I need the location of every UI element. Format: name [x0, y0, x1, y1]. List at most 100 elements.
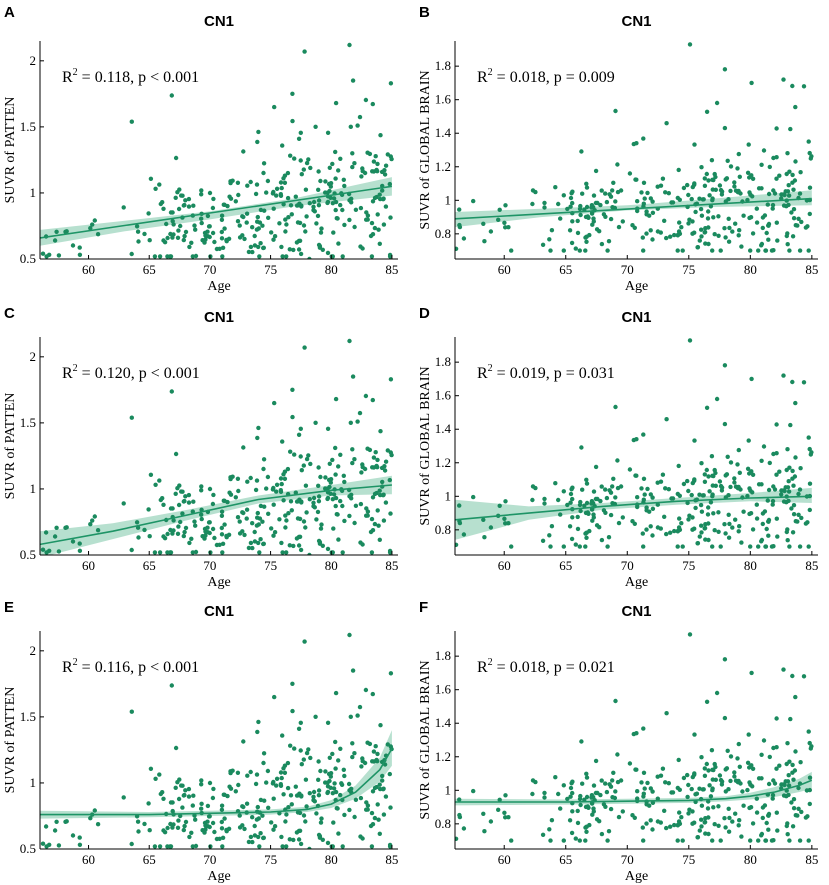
data-point: [301, 167, 306, 172]
data-point: [756, 838, 761, 843]
data-point: [548, 838, 553, 843]
data-point: [801, 84, 807, 89]
data-point: [316, 198, 322, 203]
data-point: [258, 537, 263, 542]
data-point: [250, 815, 255, 820]
y-tick-label: 1.8: [435, 354, 451, 369]
data-point: [142, 821, 147, 827]
data-point: [613, 404, 618, 410]
data-point: [199, 216, 204, 221]
data-point: [702, 525, 708, 531]
data-point: [199, 512, 204, 517]
data-point: [488, 229, 494, 234]
data-point: [791, 207, 797, 212]
data-point: [199, 806, 204, 811]
data-point: [565, 206, 570, 212]
panel-letter: C: [4, 305, 15, 322]
data-point: [481, 517, 486, 522]
data-point: [732, 770, 737, 775]
data-point: [182, 498, 187, 504]
data-point: [282, 180, 288, 185]
data-point: [347, 217, 352, 223]
data-point: [211, 492, 216, 498]
data-point: [256, 425, 261, 431]
data-point: [787, 544, 792, 549]
data-point: [556, 497, 561, 503]
data-point: [190, 254, 195, 259]
data-point: [786, 489, 792, 494]
data-point: [575, 230, 581, 236]
data-point: [289, 212, 294, 217]
data-point: [242, 236, 247, 242]
data-point: [279, 244, 284, 250]
data-point: [181, 827, 186, 833]
data-point: [573, 246, 578, 251]
data-point: [771, 544, 776, 549]
data-point: [235, 476, 241, 481]
data-point: [754, 516, 760, 521]
x-tick-label: 85: [385, 262, 398, 277]
x-tick-label: 80: [325, 852, 338, 867]
data-point: [306, 453, 311, 458]
data-point: [244, 516, 249, 521]
data-point: [350, 151, 355, 156]
data-point: [685, 478, 690, 484]
data-point: [547, 533, 552, 538]
data-point: [250, 225, 255, 230]
data-point: [781, 77, 786, 82]
data-point: [790, 762, 795, 768]
data-point: [765, 202, 770, 207]
y-tick-label: 1.5: [20, 415, 36, 430]
data-point: [749, 80, 754, 86]
data-point: [285, 466, 291, 472]
data-point: [311, 208, 316, 213]
data-point: [52, 534, 58, 539]
data-point: [745, 466, 751, 471]
data-point: [371, 455, 377, 460]
data-point: [299, 500, 304, 505]
data-point: [583, 838, 588, 843]
data-point: [658, 183, 664, 188]
y-axis-label: SUVR of GLOBAL BRAIN: [418, 660, 433, 819]
data-point: [381, 222, 387, 227]
data-point: [732, 476, 737, 481]
data-point: [722, 522, 727, 527]
data-point: [294, 499, 300, 504]
data-point: [509, 544, 514, 549]
data-point: [304, 456, 310, 462]
data-point: [298, 454, 303, 459]
data-point: [591, 515, 596, 520]
data-point: [663, 190, 668, 195]
data-point: [280, 844, 285, 849]
data-point: [706, 815, 711, 820]
x-tick-label: 65: [559, 262, 572, 277]
data-point: [766, 827, 771, 832]
data-point: [287, 837, 292, 842]
data-point: [647, 509, 652, 514]
data-point: [698, 206, 704, 212]
data-point: [461, 236, 467, 241]
data-point: [286, 805, 291, 810]
data-point: [306, 157, 311, 162]
data-point: [219, 525, 224, 531]
data-point: [183, 198, 188, 203]
data-point: [735, 190, 741, 195]
data-point: [286, 215, 291, 220]
data-point: [257, 844, 262, 849]
data-point: [191, 499, 196, 504]
data-point: [278, 180, 284, 185]
data-point: [561, 544, 566, 549]
data-point: [575, 218, 580, 224]
data-point: [578, 499, 583, 505]
y-axis-label: SUVR of GLOBAL BRAIN: [418, 70, 433, 229]
data-point: [530, 201, 535, 207]
data-point: [325, 426, 331, 431]
data-point: [370, 169, 375, 174]
data-point: [589, 501, 594, 506]
data-point: [639, 486, 644, 491]
data-point: [584, 775, 590, 780]
data-point: [245, 773, 250, 778]
data-point: [718, 248, 723, 253]
